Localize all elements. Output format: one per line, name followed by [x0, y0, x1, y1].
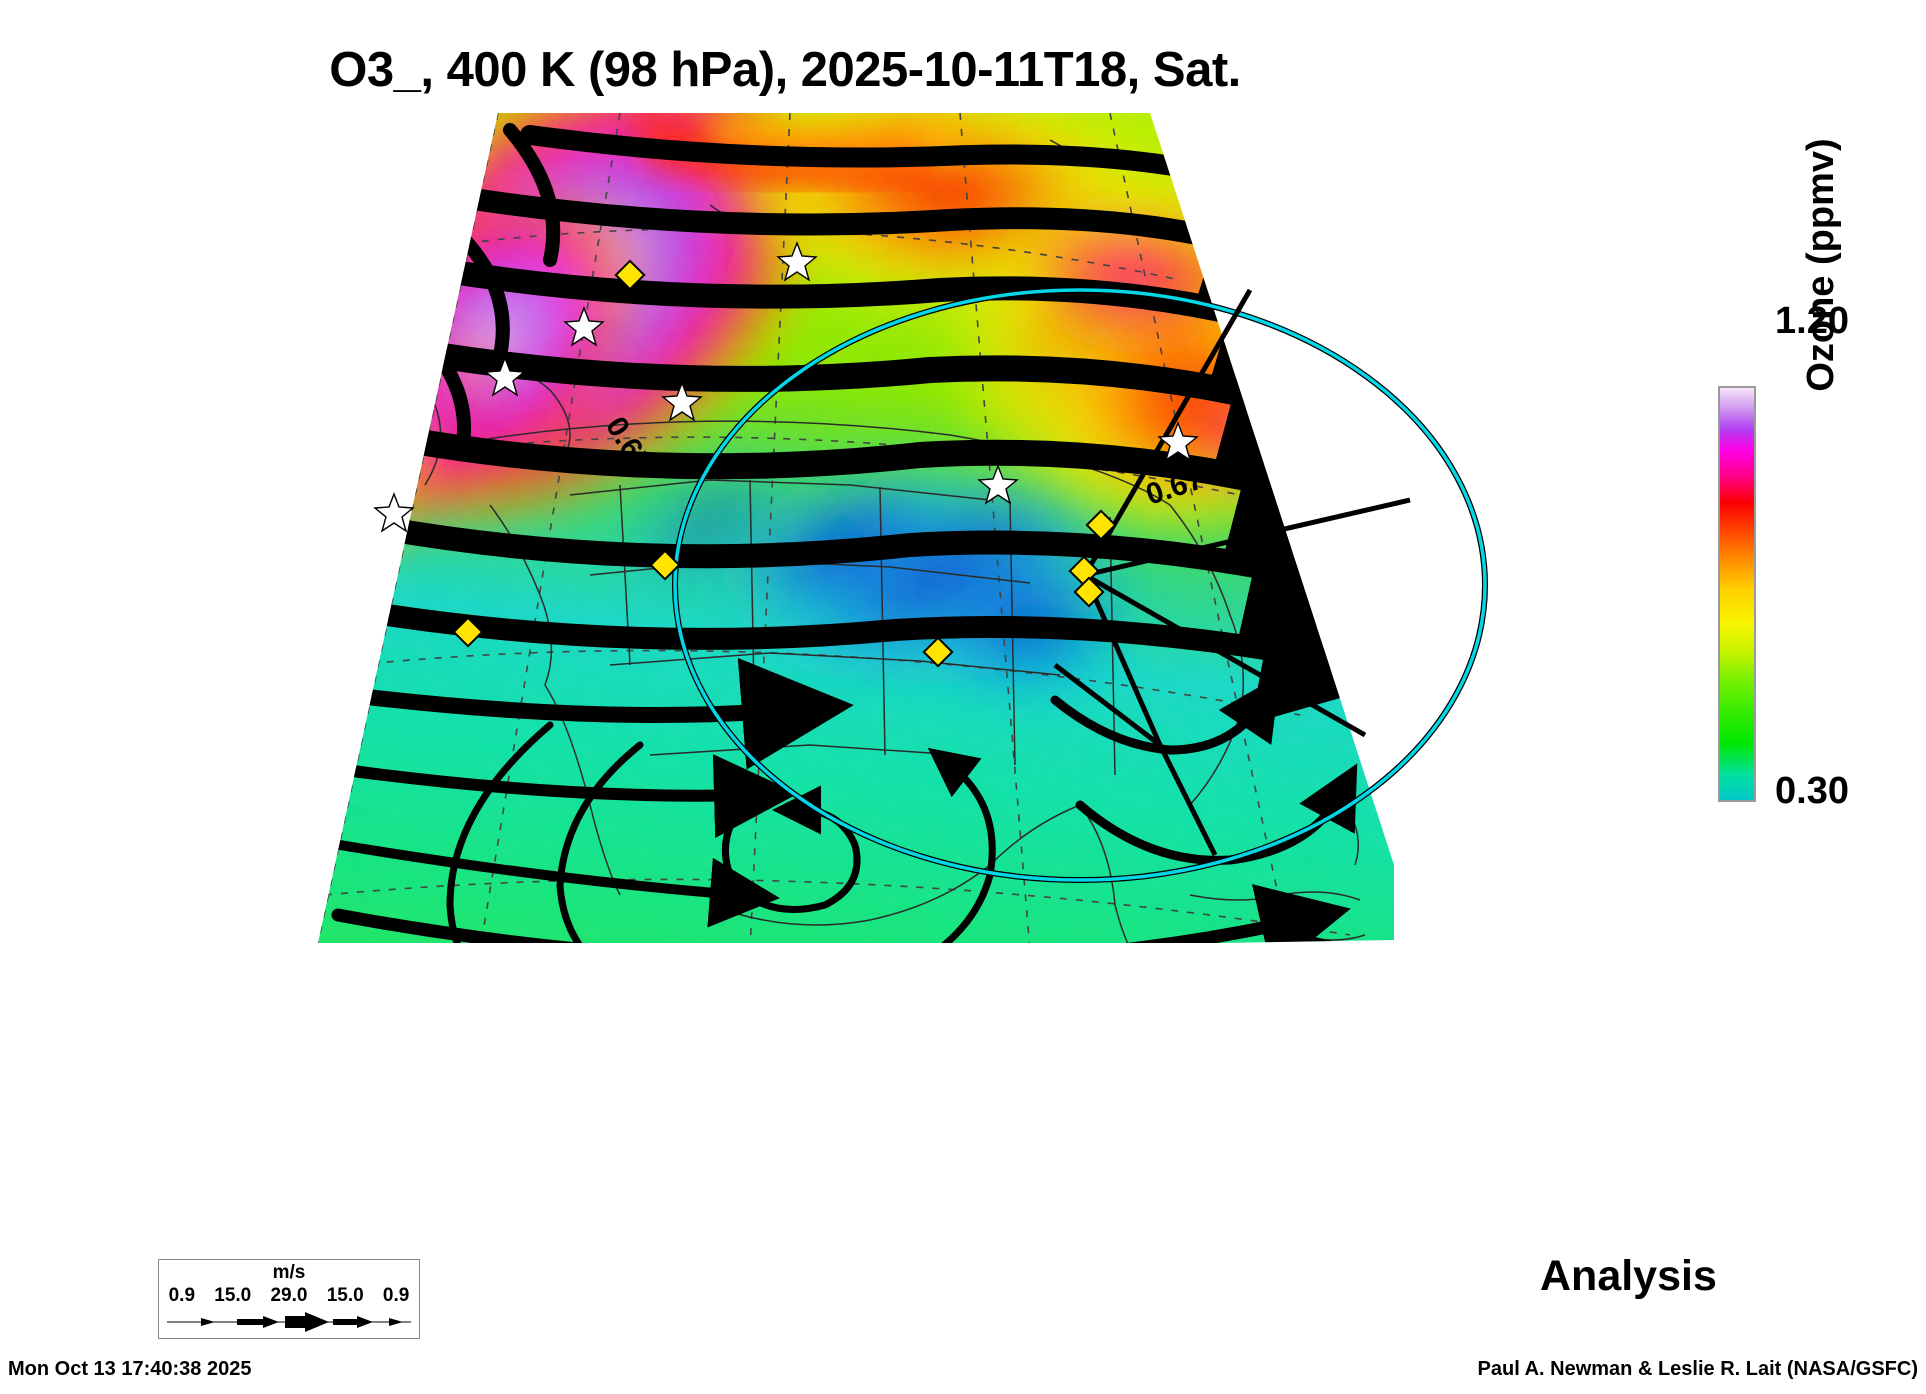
render-timestamp: Mon Oct 13 17:40:38 2025 [8, 1358, 252, 1380]
wind-legend-ticks: 0.9 15.0 29.0 15.0 0.9 [159, 1285, 419, 1307]
wind-tick: 0.9 [382, 1285, 410, 1306]
author-credit: Paul A. Newman & Leslie R. Lait (NASA/GS… [1477, 1358, 1918, 1380]
wind-legend-unit: m/s [272, 1262, 306, 1283]
map-panel[interactable]: 0.67 0.67 [150, 105, 1488, 1025]
colorbar-axis-label: Ozone (ppmv) [1800, 138, 1842, 392]
site-diamond-icon [452, 259, 1117, 668]
wind-tick: 15.0 [214, 1285, 252, 1306]
analysis-label: Analysis [1540, 1252, 1717, 1300]
wind-tick: 0.9 [168, 1285, 196, 1306]
station-markers[interactable] [373, 241, 1199, 668]
colorbar-gradient [1718, 386, 1756, 802]
page-title: O3_, 400 K (98 hPa), 2025-10-11T18, Sat. [329, 43, 1241, 97]
map-canvas[interactable]: 0.67 0.67 [150, 105, 1488, 1025]
wind-legend-arrows [167, 1312, 411, 1332]
colorbar-min-label: 0.30 [1775, 770, 1849, 812]
wind-speed-legend: m/s 0.9 15.0 29.0 15.0 0.9 [158, 1259, 420, 1339]
colorbar-max-label: 1.20 [1775, 300, 1849, 342]
station-star-icon [373, 241, 1199, 533]
flight-circle[interactable] [672, 287, 1488, 883]
wind-tick: 29.0 [270, 1285, 308, 1306]
wind-tick: 15.0 [326, 1285, 364, 1306]
